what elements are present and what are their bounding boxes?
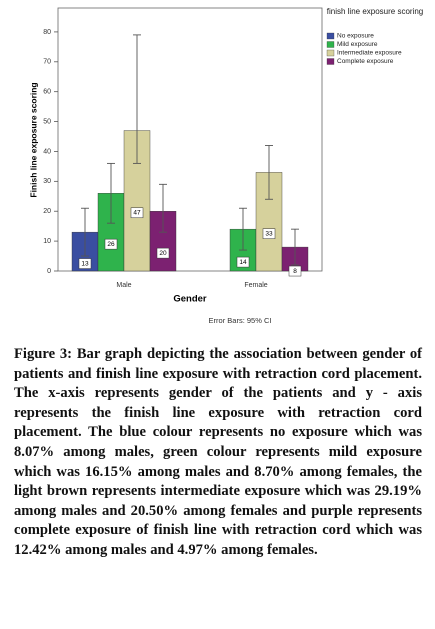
x-tick-label: Male <box>116 282 131 289</box>
data-label-box <box>156 247 170 259</box>
y-tick-label: 80 <box>43 29 51 36</box>
y-tick-label: 20 <box>43 208 51 215</box>
error-bar-note: Error Bars: 95% CI <box>209 316 272 325</box>
data-label: 13 <box>81 260 89 267</box>
y-tick-label: 60 <box>43 89 51 96</box>
legend-label: Complete exposure <box>337 58 394 65</box>
legend-label: Mild exposure <box>337 41 378 48</box>
legend-label: No exposure <box>337 33 374 40</box>
data-label: 8 <box>293 268 297 275</box>
plot-frame <box>57 7 323 272</box>
chart: Finish line exposure scoring Gender Erro… <box>28 7 402 325</box>
data-label-box <box>262 228 276 239</box>
data-label: 20 <box>159 250 167 257</box>
legend-swatch <box>326 41 335 48</box>
y-tick-label: 30 <box>43 178 51 185</box>
data-label: 14 <box>239 259 247 266</box>
y-tick-label: 50 <box>43 118 51 125</box>
legend-swatch <box>326 32 335 40</box>
legend-swatch <box>326 58 335 65</box>
data-label-box <box>130 207 144 219</box>
x-axis-title: Gender <box>173 294 207 305</box>
y-tick-label: 10 <box>43 238 51 245</box>
legend-swatch <box>326 49 335 57</box>
data-label-box <box>236 256 250 268</box>
data-label-box <box>104 238 118 250</box>
figure-caption: Figure 3: Bar graph depicting the associ… <box>14 346 422 558</box>
data-label: 26 <box>107 241 115 248</box>
legend-title: finish line exposure scoring <box>326 7 424 16</box>
y-tick-label: 70 <box>43 59 51 66</box>
legend-label: Intermediate exposure <box>337 50 402 57</box>
y-tick-label: 0 <box>47 268 51 275</box>
data-label-box <box>288 265 302 277</box>
y-axis-title: Finish line exposure scoring <box>28 82 38 197</box>
data-label: 33 <box>265 230 273 237</box>
y-tick-label: 40 <box>43 148 51 155</box>
x-tick-label: Female <box>244 282 267 289</box>
data-label: 47 <box>133 209 141 216</box>
data-label-box <box>78 258 92 269</box>
